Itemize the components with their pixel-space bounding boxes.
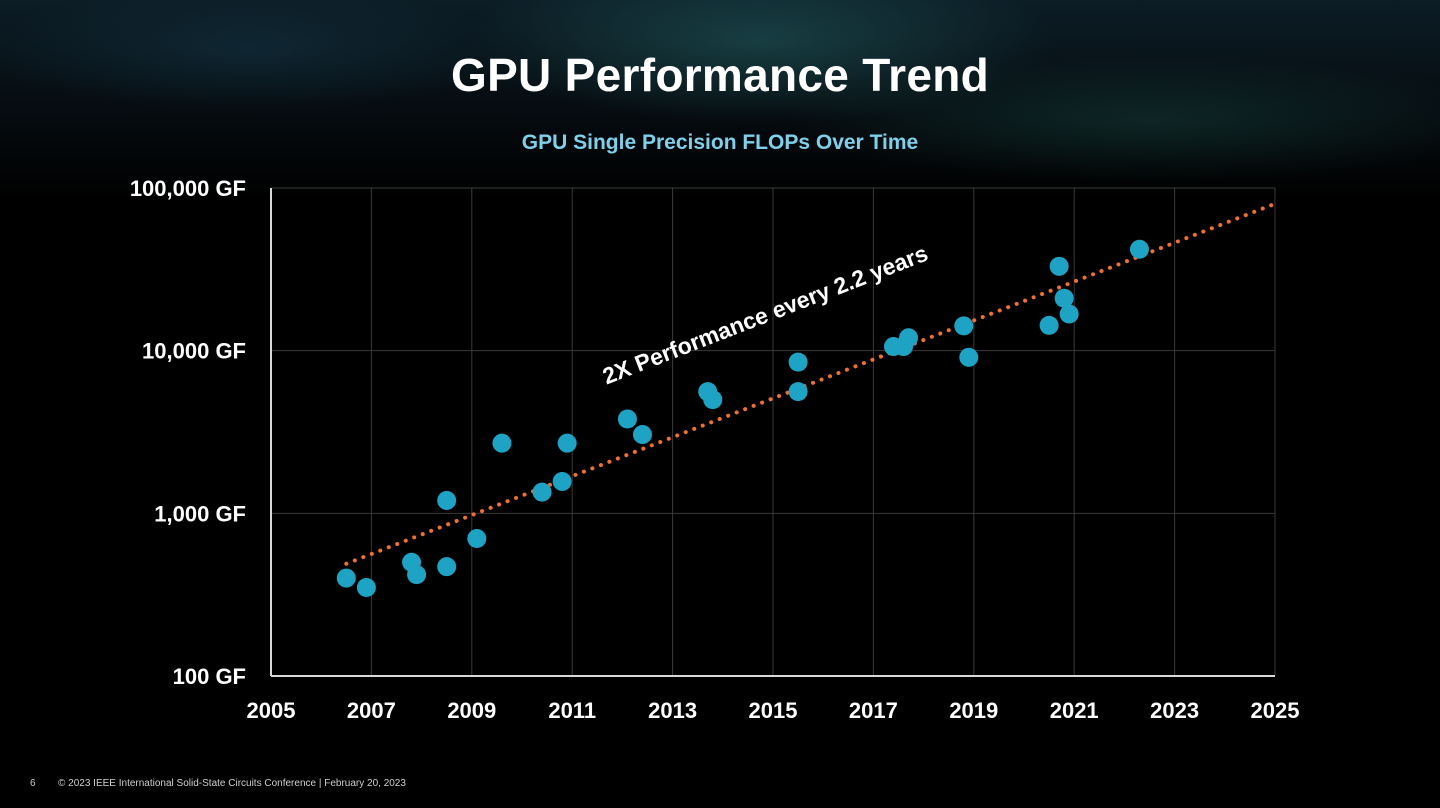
data-point xyxy=(1059,304,1079,324)
data-point xyxy=(1129,239,1149,259)
data-point xyxy=(552,471,572,491)
page-number: 6 xyxy=(30,778,36,789)
trend-line-group xyxy=(344,201,1277,566)
x-tick-label: 2009 xyxy=(447,698,496,723)
x-tick-label: 2025 xyxy=(1251,698,1300,723)
data-point xyxy=(788,352,808,372)
x-tick-label: 2017 xyxy=(849,698,898,723)
data-point xyxy=(632,425,652,445)
data-point xyxy=(532,482,552,502)
x-tick-label: 2013 xyxy=(648,698,697,723)
x-tick-label: 2021 xyxy=(1050,698,1099,723)
y-tick-labels: 100 GF 1,000 GF 10,000 GF 100,000 GF xyxy=(130,176,246,689)
data-point xyxy=(467,529,487,549)
data-point xyxy=(959,347,979,367)
grid-lines xyxy=(271,187,1276,676)
trend-line xyxy=(344,201,1277,566)
data-point xyxy=(1039,315,1059,335)
y-tick-label: 1,000 GF xyxy=(154,501,246,526)
data-point xyxy=(899,328,919,348)
y-tick-label: 100,000 GF xyxy=(130,176,246,201)
trend-annotation: 2X Performance every 2.2 years xyxy=(599,240,931,389)
x-tick-label: 2015 xyxy=(749,698,798,723)
slide-title: GPU Performance Trend xyxy=(450,49,990,101)
axes xyxy=(270,188,1275,677)
data-point xyxy=(617,409,637,429)
title-background-glow xyxy=(0,0,1440,200)
x-tick-label: 2005 xyxy=(247,698,296,723)
footer-copyright: © 2023 IEEE International Solid-State Ci… xyxy=(58,778,406,789)
data-point xyxy=(437,557,457,577)
data-point xyxy=(557,433,577,453)
x-tick-label: 2007 xyxy=(347,698,396,723)
chart-title: GPU Single Precision FLOPs Over Time xyxy=(521,131,919,154)
data-point xyxy=(492,433,512,453)
data-point xyxy=(407,565,427,585)
data-points xyxy=(336,239,1149,597)
data-point xyxy=(703,390,723,410)
footer: 6 © 2023 IEEE International Solid-State … xyxy=(0,778,1440,794)
x-tick-labels: 2005 2007 2009 2011 2013 2015 2017 2019 2021 2023… xyxy=(247,698,1300,723)
data-point xyxy=(1049,256,1069,276)
x-tick-label: 2019 xyxy=(949,698,998,723)
data-point xyxy=(1054,288,1074,308)
y-tick-label: 100 GF xyxy=(173,664,246,689)
data-point xyxy=(788,382,808,402)
data-point xyxy=(356,577,376,597)
y-tick-label: 10,000 GF xyxy=(142,339,246,364)
x-tick-label: 2011 xyxy=(548,698,596,723)
x-tick-label: 2023 xyxy=(1150,698,1199,723)
data-point xyxy=(336,568,356,588)
data-point xyxy=(437,490,457,510)
data-point xyxy=(954,316,974,336)
